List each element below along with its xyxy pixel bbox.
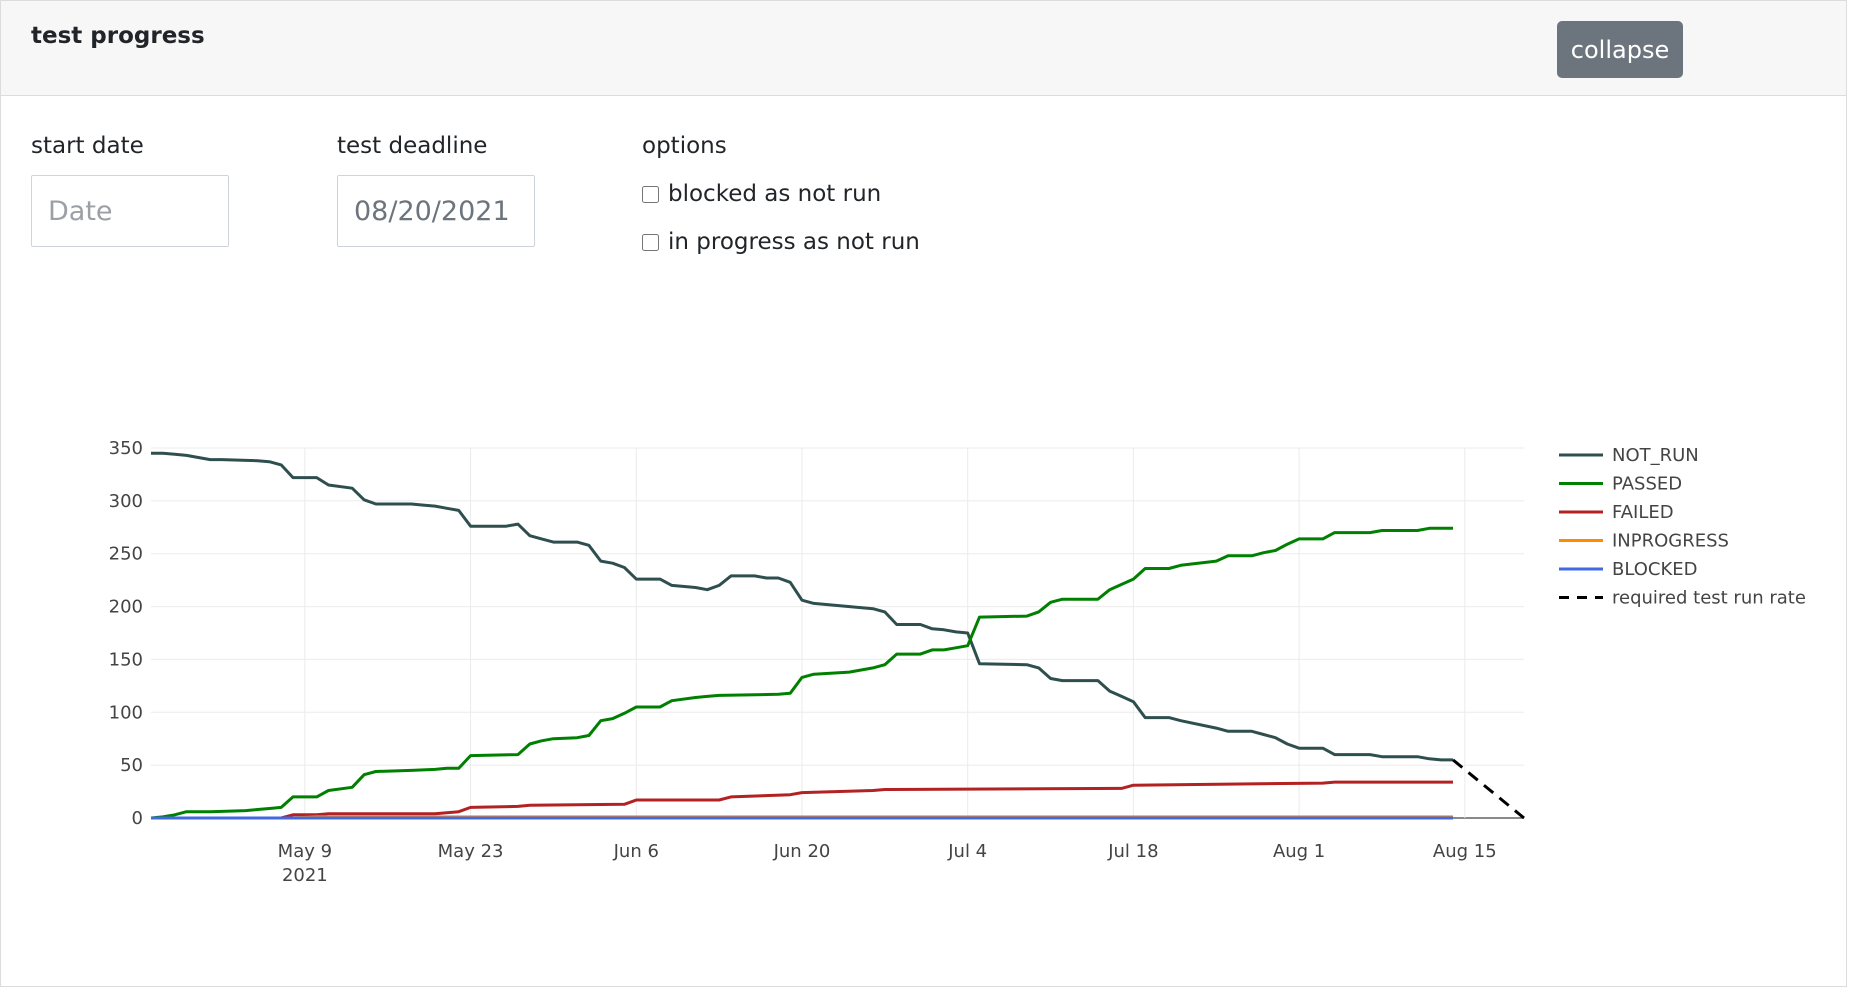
test-deadline-input[interactable] [337, 175, 535, 247]
blocked-as-not-run-label: blocked as not run [668, 181, 882, 207]
y-tick-label: 150 [109, 649, 143, 670]
y-tick-label: 350 [109, 438, 143, 459]
test-progress-chart: 0 50 100 150 200 250 300 350 May 9 2021 May 23 Jun … [1, 421, 1849, 921]
series-line-not-run [151, 451, 1453, 762]
series-line-failed [151, 780, 1453, 820]
x-tick-label: Jun 6 [613, 841, 659, 862]
series-line-required-test-run-rate [1452, 758, 1525, 820]
legend-label: PASSED [1612, 474, 1682, 495]
start-date-input[interactable] [31, 175, 229, 247]
y-tick-label: 250 [109, 544, 143, 565]
collapse-button[interactable]: collapse [1557, 21, 1683, 78]
blocked-as-not-run-option[interactable]: blocked as not run [642, 181, 881, 207]
y-tick-label: 100 [109, 702, 143, 723]
x-tick-label: May 23 [438, 841, 504, 862]
x-tick-label: Jul 18 [1107, 841, 1158, 862]
in-progress-as-not-run-option[interactable]: in progress as not run [642, 229, 920, 255]
x-tick-label: Aug 1 [1273, 841, 1325, 862]
test-deadline-label: test deadline [337, 133, 488, 159]
y-tick-label: 50 [120, 755, 143, 776]
legend-label: BLOCKED [1612, 559, 1698, 580]
series-line-passed [150, 526, 1453, 820]
x-tick-label: Jun 20 [773, 841, 831, 862]
legend-label: NOT_RUN [1612, 445, 1699, 466]
start-date-label: start date [31, 133, 144, 159]
chart-svg: 0 50 100 150 200 250 300 350 May 9 2021 May 23 Jun … [109, 438, 1806, 886]
x-tick-label: May 9 [278, 841, 332, 862]
x-tick-label: Aug 15 [1433, 841, 1497, 862]
legend-label: required test run rate [1612, 588, 1806, 609]
y-tick-label: 200 [109, 597, 143, 618]
in-progress-as-not-run-label: in progress as not run [668, 229, 920, 255]
card-title: test progress [31, 23, 205, 49]
x-tick-year-label: 2021 [282, 865, 328, 886]
legend-label: INPROGRESS [1612, 531, 1729, 552]
card-header: test progress collapse [1, 1, 1846, 96]
x-tick-label: Jul 4 [947, 841, 987, 862]
y-tick-label: 0 [132, 808, 143, 829]
y-tick-label: 300 [109, 491, 143, 512]
options-label: options [642, 133, 727, 159]
legend-label: FAILED [1612, 502, 1674, 523]
in-progress-as-not-run-checkbox[interactable] [642, 233, 659, 251]
blocked-as-not-run-checkbox[interactable] [642, 185, 659, 203]
